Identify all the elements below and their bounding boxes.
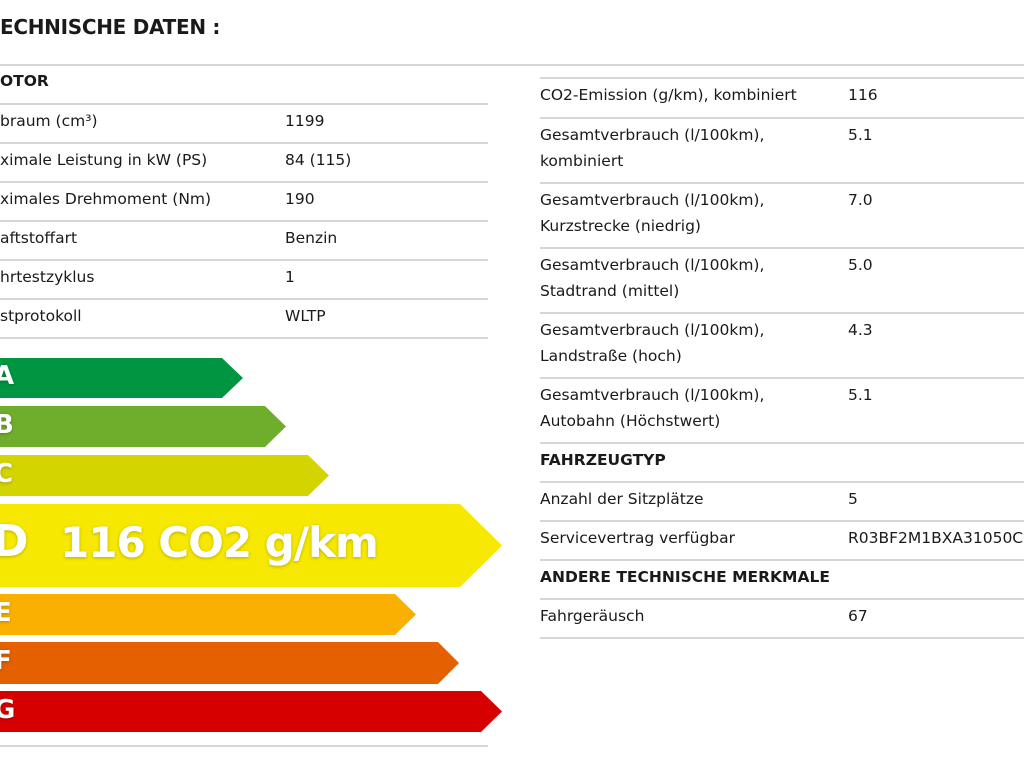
row-label: hrtestzyklus	[0, 268, 95, 286]
row-value: R03BF2M1BXA31050C	[848, 529, 1024, 547]
divider	[0, 220, 488, 222]
row-value: 5.1	[848, 126, 873, 144]
row-label: Gesamtverbrauch (l/100km),	[540, 386, 765, 404]
row-label: Stadtrand (mittel)	[540, 282, 680, 300]
row-label: braum (cm³)	[0, 112, 98, 130]
divider	[540, 312, 1024, 314]
row-value: 67	[848, 607, 868, 625]
row-label: ximales Drehmoment (Nm)	[0, 190, 212, 208]
energy-class-letter: D	[0, 516, 29, 567]
divider	[540, 442, 1024, 444]
energy-class-a: A	[0, 358, 243, 398]
page-title: ECHNISCHE DATEN :	[0, 15, 221, 39]
energy-class-letter: F	[0, 646, 12, 676]
divider	[540, 598, 1024, 600]
co2-value: 116 CO2 g/km	[60, 518, 379, 567]
row-label: Gesamtverbrauch (l/100km),	[540, 191, 765, 209]
row-value: 116	[848, 86, 878, 104]
row-label: Gesamtverbrauch (l/100km),	[540, 321, 765, 339]
energy-class-c: C	[0, 455, 329, 496]
energy-class-letter: C	[0, 458, 14, 489]
divider	[0, 259, 488, 261]
row-label: Autobahn (Höchstwert)	[540, 412, 721, 430]
divider	[540, 559, 1024, 561]
section-header: OTOR	[0, 72, 49, 90]
row-label: Gesamtverbrauch (l/100km),	[540, 126, 765, 144]
row-value: 1	[285, 268, 295, 286]
row-label: Gesamtverbrauch (l/100km),	[540, 256, 765, 274]
divider	[0, 103, 488, 105]
divider	[540, 117, 1024, 119]
divider	[540, 637, 1024, 639]
row-label: CO2-Emission (g/km), kombiniert	[540, 86, 797, 104]
row-label: kombiniert	[540, 152, 624, 170]
divider	[0, 745, 488, 747]
divider	[0, 64, 1024, 66]
energy-class-g: G	[0, 691, 502, 732]
row-label: aftstoffart	[0, 229, 78, 247]
energy-class-letter: G	[0, 694, 16, 725]
divider	[540, 520, 1024, 522]
divider	[540, 247, 1024, 249]
row-label: Anzahl der Sitzplätze	[540, 490, 704, 508]
divider	[0, 181, 488, 183]
row-value: 7.0	[848, 191, 873, 209]
row-label: Fahrgeräusch	[540, 607, 645, 625]
divider	[0, 298, 488, 300]
row-value: WLTP	[285, 307, 326, 325]
row-label: stprotokoll	[0, 307, 82, 325]
row-label: Kurzstrecke (niedrig)	[540, 217, 701, 235]
row-value: 5.0	[848, 256, 873, 274]
divider	[540, 377, 1024, 379]
divider	[540, 182, 1024, 184]
divider	[0, 142, 488, 144]
divider	[0, 337, 488, 339]
energy-class-b: B	[0, 406, 286, 447]
energy-class-d: D 116 CO2 g/km	[0, 504, 502, 587]
divider	[540, 77, 1024, 79]
row-value: Benzin	[285, 229, 338, 247]
row-value: 4.3	[848, 321, 873, 339]
row-value: 84 (115)	[285, 151, 352, 169]
row-value: 190	[285, 190, 315, 208]
row-value: 5	[848, 490, 858, 508]
row-value: 5.1	[848, 386, 873, 404]
energy-class-letter: A	[0, 361, 15, 391]
divider	[540, 481, 1024, 483]
energy-class-letter: E	[0, 597, 12, 628]
section-header: ANDERE TECHNISCHE MERKMALE	[540, 568, 830, 586]
row-value: 1199	[285, 112, 325, 130]
row-label: ximale Leistung in kW (PS)	[0, 151, 208, 169]
row-label: Landstraße (hoch)	[540, 347, 682, 365]
energy-class-letter: B	[0, 409, 14, 440]
energy-class-f: F	[0, 642, 459, 684]
energy-class-e: E	[0, 594, 416, 635]
row-label: Servicevertrag verfügbar	[540, 529, 735, 547]
section-header: FAHRZEUGTYP	[540, 451, 666, 469]
